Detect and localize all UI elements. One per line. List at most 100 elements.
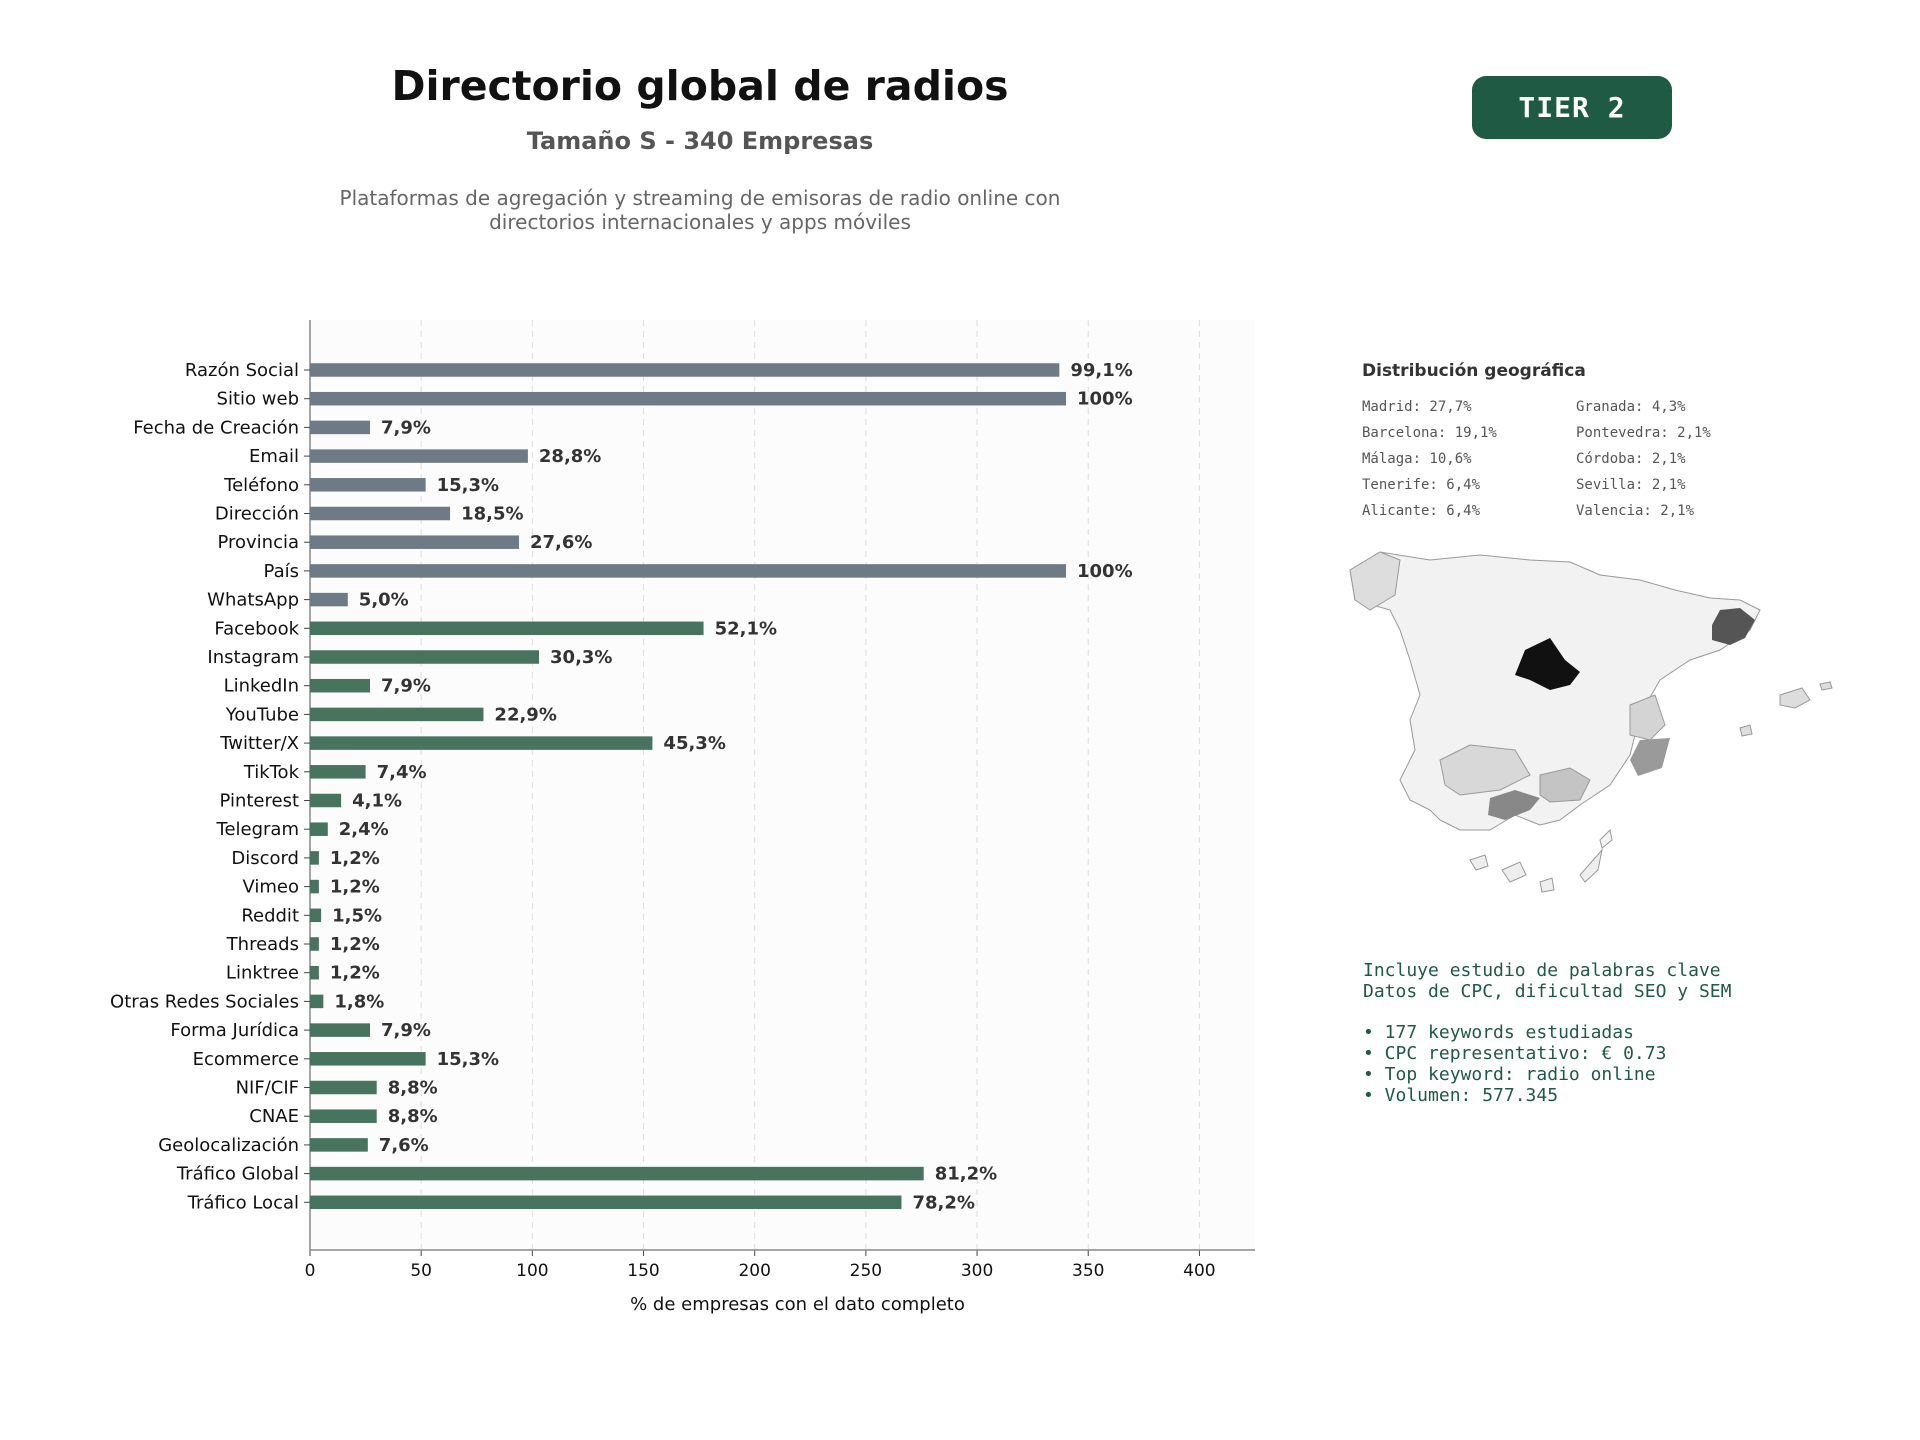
data-label: 1,2% [330, 934, 380, 955]
spain-map [1349, 551, 1833, 893]
x-tick-label: 300 [961, 1261, 993, 1281]
geo-entry: Granada: 4,3% [1576, 399, 1686, 415]
category-label: WhatsApp [207, 590, 299, 611]
page-subtitle: Tamaño S - 340 Empresas [526, 127, 874, 155]
data-label: 1,8% [334, 991, 384, 1012]
data-label: 7,9% [381, 676, 431, 697]
data-label: 1,2% [330, 848, 380, 869]
bar [310, 937, 319, 951]
map-region-barcelona [1712, 608, 1755, 645]
x-tick-label: 200 [738, 1261, 770, 1281]
map-region-ibiza [1739, 724, 1753, 737]
category-label: Tráfico Local [187, 1192, 299, 1213]
data-label: 8,8% [388, 1106, 438, 1127]
bar [310, 363, 1060, 377]
category-label: País [264, 561, 299, 582]
data-label: 22,9% [494, 704, 556, 725]
data-label: 30,3% [550, 647, 612, 668]
keyword-study-panel: Incluye estudio de palabras clave Datos … [1363, 960, 1731, 1106]
category-label: LinkedIn [224, 676, 299, 697]
page-description: Plataformas de agregación y streaming de… [339, 186, 1061, 234]
x-tick-label: 150 [627, 1261, 659, 1281]
data-label: 45,3% [663, 733, 725, 754]
data-label: 15,3% [437, 475, 499, 496]
category-label: Facebook [214, 618, 299, 639]
category-label: Telegram [216, 819, 299, 840]
map-region-malaga [1488, 790, 1540, 820]
data-label: 99,1% [1070, 360, 1132, 381]
data-label: 2,4% [339, 819, 389, 840]
category-label: NIF/CIF [236, 1078, 299, 1099]
bar [310, 1166, 924, 1181]
bar [310, 965, 319, 980]
map-region-canarias-east [1599, 828, 1613, 849]
data-label: 28,8% [539, 446, 601, 467]
map-region-sevilla-cordoba [1439, 744, 1531, 796]
bar [310, 908, 322, 923]
data-label: 5,0% [359, 590, 409, 611]
tier-badge: TIER 2 [1472, 76, 1672, 139]
x-tick-label: 350 [1072, 1261, 1104, 1281]
data-label: 15,3% [437, 1049, 499, 1070]
x-tick-label: 250 [850, 1261, 882, 1281]
category-label: CNAE [249, 1106, 299, 1127]
bar [310, 1080, 377, 1095]
bar [310, 420, 371, 435]
bar [310, 879, 319, 894]
category-label: Razón Social [185, 360, 299, 381]
keyword-note: Incluye estudio de palabras clave [1363, 960, 1721, 981]
map-region-alicante [1630, 738, 1670, 776]
category-label: Email [249, 446, 299, 467]
map-region-granada [1539, 767, 1591, 803]
geo-entry: Córdoba: 2,1% [1576, 451, 1686, 467]
bar [310, 564, 1066, 578]
bar [310, 449, 528, 463]
x-tick-label: 0 [305, 1261, 316, 1281]
bar [310, 621, 704, 636]
category-label: Geolocalización [158, 1135, 299, 1156]
data-label: 100% [1077, 561, 1133, 582]
geo-entry: Barcelona: 19,1% [1362, 425, 1497, 441]
data-label: 7,4% [377, 762, 427, 783]
x-tick-label: 100 [516, 1261, 548, 1281]
geo-distribution-list: Madrid: 27,7% Granada: 4,3% Barcelona: 1… [1362, 398, 1782, 520]
category-label: Fecha de Creación [133, 417, 299, 438]
bar [310, 851, 319, 865]
category-label: Threads [226, 934, 299, 955]
bar [310, 736, 653, 750]
geo-title: Distribución geográfica [1362, 361, 1586, 381]
category-label: Discord [231, 848, 299, 869]
geo-entry: Alicante: 6,4% [1362, 503, 1481, 519]
category-label: Teléfono [223, 475, 299, 496]
x-tick-label: 400 [1183, 1261, 1215, 1281]
category-label: Provincia [217, 532, 299, 553]
geo-entry: Valencia: 2,1% [1576, 503, 1695, 519]
bar [310, 478, 426, 492]
geo-entry: Sevilla: 2,1% [1576, 477, 1686, 493]
bar [310, 678, 371, 693]
category-label: Tráfico Global [176, 1164, 299, 1185]
category-label: Reddit [241, 905, 299, 926]
category-label: Ecommerce [193, 1049, 299, 1070]
bar [310, 1195, 902, 1210]
map-region-madrid [1515, 638, 1580, 690]
bar [310, 793, 342, 808]
geo-entry: Madrid: 27,7% [1362, 399, 1472, 415]
bar [310, 707, 484, 722]
data-label: 8,8% [388, 1078, 438, 1099]
bar [310, 650, 540, 664]
keyword-note: Datos de CPC, dificultad SEO y SEM [1363, 981, 1732, 1002]
bar [310, 822, 328, 836]
geo-entry: Tenerife: 6,4% [1362, 477, 1481, 493]
data-label: 7,9% [381, 1020, 431, 1041]
data-label: 18,5% [461, 504, 523, 525]
bar [310, 1023, 371, 1037]
map-region-valencia [1629, 694, 1666, 741]
page-title: Directorio global de radios [391, 62, 1009, 110]
geo-entry: Pontevedra: 2,1% [1576, 425, 1711, 441]
bar [310, 535, 520, 549]
map-region-tenerife [1469, 854, 1489, 871]
keyword-bullet: • 177 keywords estudiadas [1363, 1022, 1634, 1043]
plot-background [310, 320, 1255, 1250]
data-label: 7,6% [379, 1135, 429, 1156]
